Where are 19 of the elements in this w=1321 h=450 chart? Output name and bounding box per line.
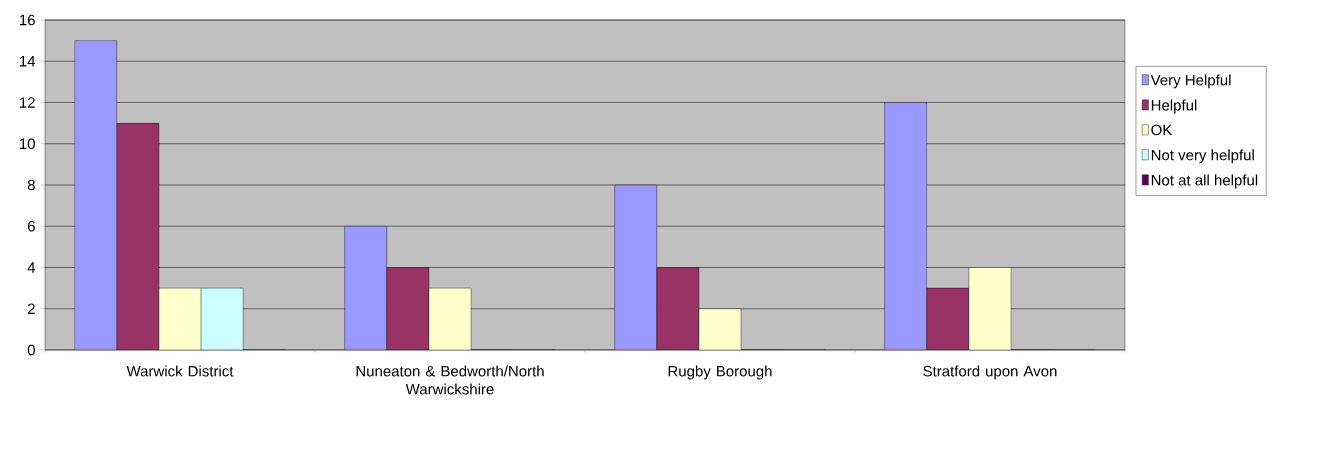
bar [200,287,244,350]
y-tick-label: 0 [27,344,35,356]
y-tick-label: 6 [27,220,35,232]
legend-label: OK [1151,124,1173,136]
y-tick-label: 10 [20,138,35,150]
y-tick-label: 16 [20,14,35,26]
legend-label: Not very helpful [1151,149,1254,164]
legend-label: Not at all helpful [1151,174,1258,189]
y-tick-label: 14 [20,56,36,67]
y-tick-label: 12 [20,97,35,108]
x-tick-label: Stratford upon Avon [923,365,1057,380]
x-tick-label: Warwick District [126,365,234,377]
x-tick-label: Nuneaton & Bedworth/North Warwickshire [356,365,544,395]
x-tick-label: Rugby Borough [668,365,772,380]
legend-label: Helpful [1151,99,1197,114]
y-tick-label: 4 [27,262,36,273]
legend-label: Very Helpful [1150,74,1231,89]
y-tick-label: 8 [27,179,35,191]
y-tick-label: 2 [27,303,35,314]
